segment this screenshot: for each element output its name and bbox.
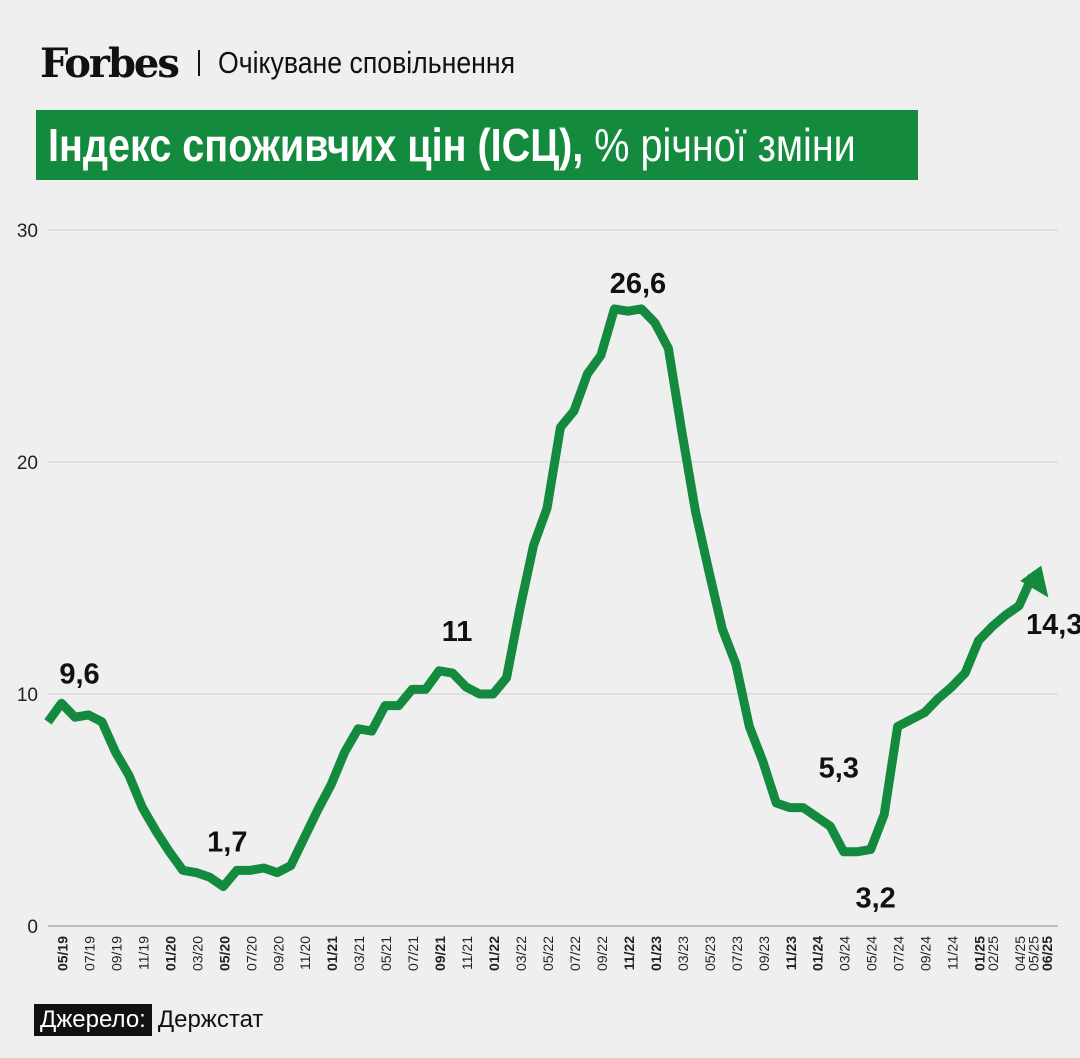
x-tick-label: 09/24 bbox=[918, 936, 934, 971]
x-tick-label: 07/22 bbox=[567, 936, 583, 971]
source-value: Держстат bbox=[157, 1006, 264, 1033]
data-label: 1,7 bbox=[207, 827, 247, 859]
y-tick-label: 30 bbox=[17, 221, 38, 242]
x-tick-label: 01/22 bbox=[486, 936, 502, 971]
x-tick-label: 07/23 bbox=[729, 936, 745, 971]
x-tick-label: 01/20 bbox=[162, 936, 178, 971]
series-end-arrow bbox=[1020, 565, 1049, 598]
x-tick-label: 11/23 bbox=[783, 936, 799, 970]
data-label: 3,2 bbox=[856, 882, 896, 914]
data-label: 5,3 bbox=[819, 753, 859, 785]
data-label: 11 bbox=[442, 616, 473, 648]
data-labels: 9,6 1,7 11 26,6 5,3 3,2 14,3 bbox=[59, 268, 1080, 914]
x-tick-label: 09/22 bbox=[594, 936, 610, 971]
y-tick-label: 0 bbox=[27, 917, 38, 938]
x-tick-label: 05/23 bbox=[702, 936, 718, 971]
x-tick-label: 03/20 bbox=[189, 936, 205, 971]
chart-title-bold: Індекс споживчих цін (ІСЦ), bbox=[48, 119, 584, 171]
x-tick-label: 09/20 bbox=[270, 936, 286, 971]
x-tick-label: 05/25 bbox=[1026, 936, 1042, 971]
y-axis-ticks: 0 10 20 30 bbox=[17, 221, 38, 938]
data-label: 14,3 bbox=[1026, 609, 1080, 641]
x-tick-label: 07/20 bbox=[243, 936, 259, 971]
source-label: Джерело: bbox=[34, 1004, 152, 1036]
x-tick-label: 04/25 bbox=[1012, 936, 1028, 971]
x-tick-label: 03/22 bbox=[513, 936, 529, 971]
x-tick-label: 01/23 bbox=[648, 936, 664, 971]
x-tick-label: 03/21 bbox=[351, 936, 367, 971]
header: Forbes Очікуване сповільнення bbox=[40, 38, 563, 88]
x-axis-ticks: 05/19 07/19 09/19 11/19 01/20 03/20 05/20 07/20… bbox=[54, 936, 1055, 971]
grid-lines bbox=[48, 229, 1058, 927]
header-divider bbox=[197, 50, 200, 76]
x-tick-label: 03/24 bbox=[837, 936, 853, 971]
header-subtitle: Очікуване сповільнення bbox=[217, 45, 515, 80]
x-tick-label: 02/25 bbox=[985, 936, 1001, 971]
y-tick-label: 20 bbox=[17, 453, 38, 474]
x-tick-label: 06/25 bbox=[1039, 936, 1055, 971]
x-tick-label: 11/20 bbox=[297, 936, 313, 970]
chart-title-banner: Індекс споживчих цін (ІСЦ), % річної змі… bbox=[36, 110, 918, 180]
y-tick-label: 10 bbox=[17, 685, 38, 706]
chart-title-regular: % річної зміни bbox=[594, 119, 856, 171]
x-tick-label: 05/22 bbox=[540, 936, 556, 971]
forbes-logo: Forbes bbox=[40, 39, 180, 87]
x-tick-label: 01/21 bbox=[324, 936, 340, 971]
x-tick-label: 07/19 bbox=[81, 936, 97, 971]
x-tick-label: 07/24 bbox=[891, 936, 907, 971]
x-tick-label: 05/24 bbox=[864, 936, 880, 971]
data-label: 9,6 bbox=[59, 658, 99, 690]
x-tick-label: 11/22 bbox=[621, 936, 637, 970]
chart-title: Індекс споживчих цін (ІСЦ), % річної змі… bbox=[36, 118, 856, 172]
source-note: Джерело: Держстат bbox=[34, 1004, 263, 1036]
x-tick-label: 07/21 bbox=[405, 936, 421, 971]
data-label: 26,6 bbox=[610, 268, 666, 300]
x-tick-label: 09/21 bbox=[432, 936, 448, 971]
x-tick-label: 05/21 bbox=[378, 936, 394, 971]
x-tick-label: 09/19 bbox=[108, 936, 124, 971]
x-tick-label: 05/19 bbox=[54, 936, 70, 971]
x-tick-label: 01/25 bbox=[972, 936, 988, 971]
x-tick-label: 11/21 bbox=[459, 936, 475, 970]
x-tick-label: 05/20 bbox=[216, 936, 232, 971]
x-tick-label: 03/23 bbox=[675, 936, 691, 971]
cpi-series-line bbox=[44, 304, 1038, 892]
x-tick-label: 09/23 bbox=[756, 936, 772, 971]
x-tick-label: 11/24 bbox=[945, 936, 961, 970]
series-group bbox=[44, 304, 1049, 892]
x-tick-label: 01/24 bbox=[810, 936, 826, 971]
x-tick-label: 11/19 bbox=[135, 936, 151, 970]
